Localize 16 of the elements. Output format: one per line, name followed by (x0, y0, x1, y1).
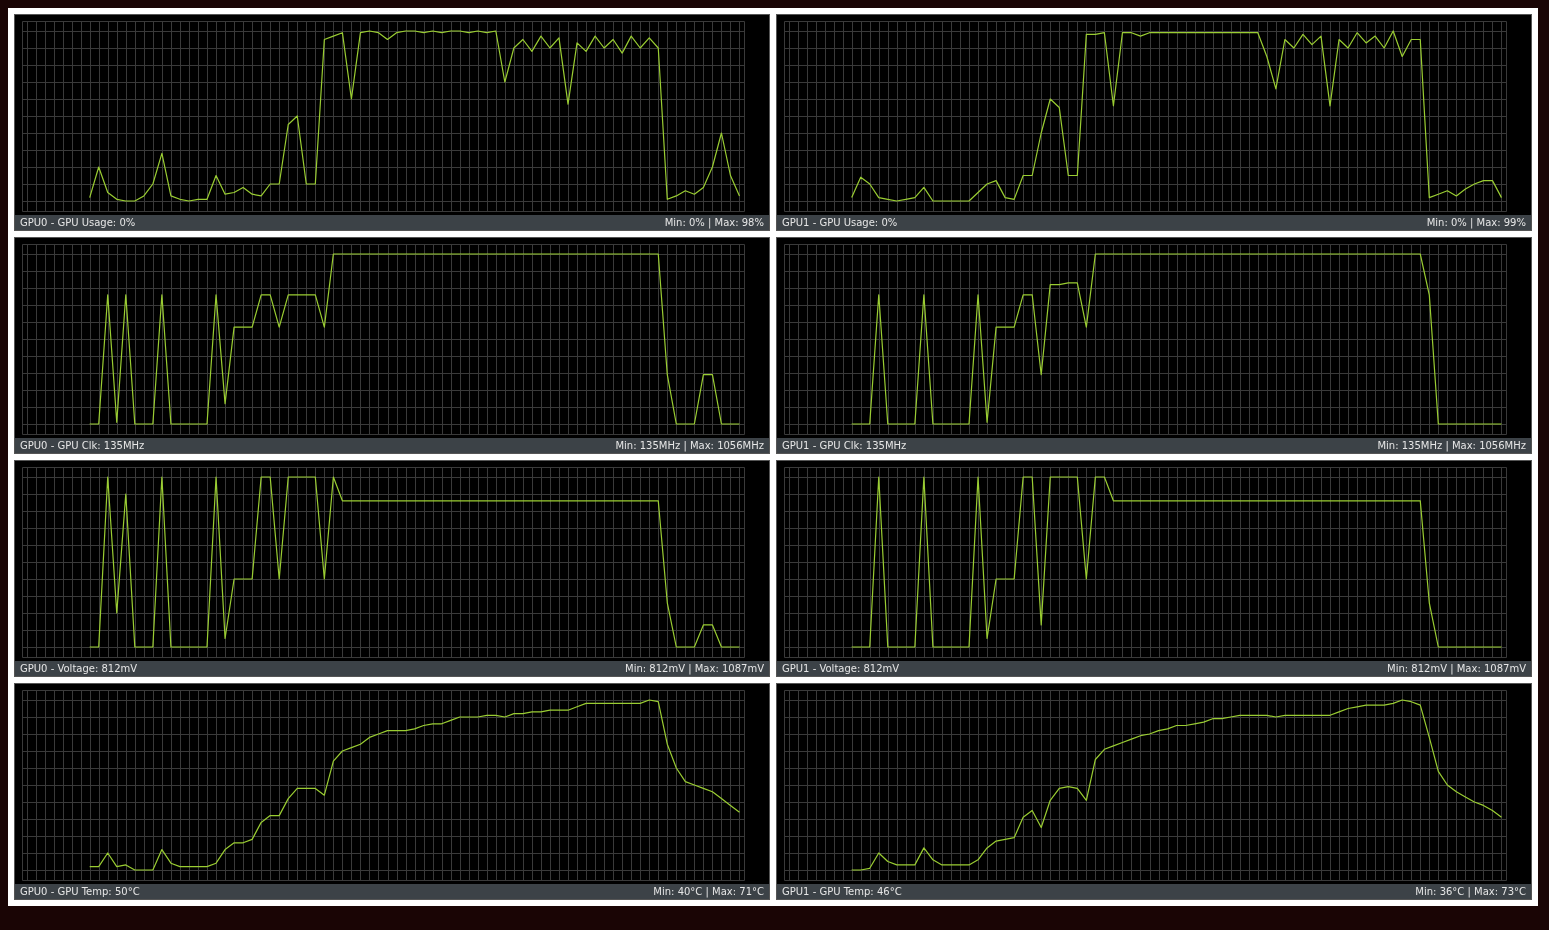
text: Min: 0% | Max: 99% (1426, 217, 1526, 228)
text: GPU0 - GPU Usage: 0% (20, 217, 136, 228)
text: Min: 135MHz | Max: 1056MHz (615, 440, 764, 451)
text: GPU1 - GPU Clk: 135MHz (782, 440, 907, 451)
text: GPU1 - Voltage: 812mV (782, 663, 900, 674)
text: GPU1 - GPU Usage: 0% (782, 217, 898, 228)
text: Min: 812mV | Max: 1087mV (625, 663, 764, 674)
text: Min: 812mV | Max: 1087mV (1387, 663, 1526, 674)
text: Min: 36°C | Max: 73°C (1415, 886, 1526, 897)
text: Min: 135MHz | Max: 1056MHz (1377, 440, 1526, 451)
text: GPU0 - GPU Temp: 50°C (20, 886, 140, 897)
text: GPU0 - Voltage: 812mV (20, 663, 138, 674)
text: Min: 0% | Max: 98% (664, 217, 764, 228)
text: Min: 40°C | Max: 71°C (653, 886, 764, 897)
text: GPU1 - GPU Temp: 46°C (782, 886, 902, 897)
text: GPU0 - GPU Clk: 135MHz (20, 440, 145, 451)
